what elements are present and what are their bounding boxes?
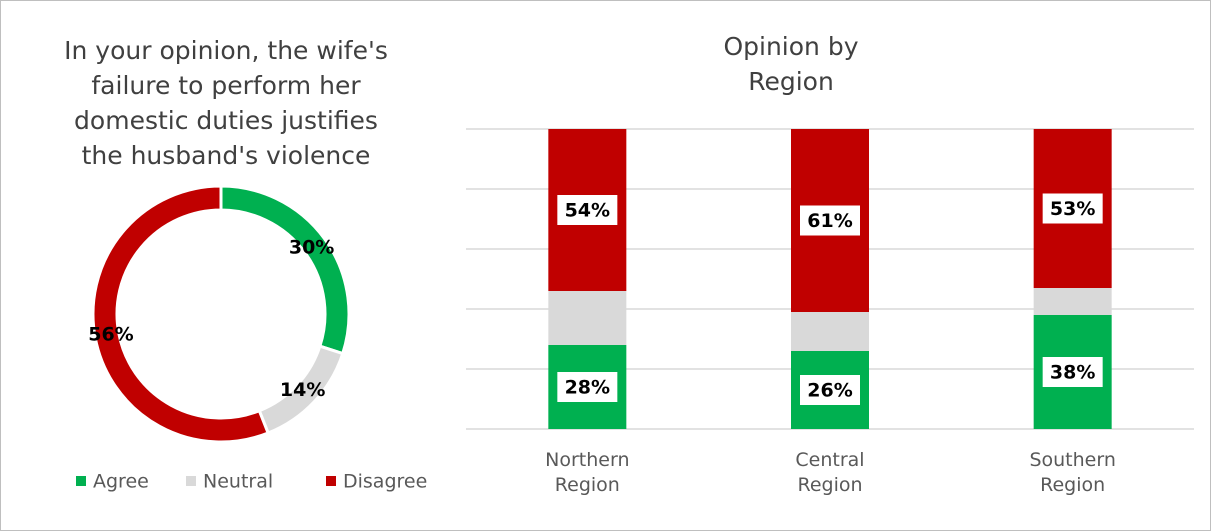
bar-title: Opinion by Region (723, 32, 859, 96)
data-label: 28% (565, 377, 610, 399)
legend-label: Disagree (343, 471, 427, 493)
bar-segment (548, 291, 627, 345)
label-box (557, 195, 618, 225)
label-box (557, 372, 618, 402)
legend-swatch (76, 476, 86, 486)
legend-label: Agree (93, 471, 149, 493)
legend-swatch (326, 476, 336, 486)
data-label: 14% (280, 379, 325, 401)
label-box (800, 375, 860, 405)
data-label: 26% (807, 380, 852, 402)
data-label: 54% (565, 200, 610, 222)
legend-swatch (186, 476, 196, 486)
x-tick-label: Southern Region (1029, 449, 1116, 496)
bar-segment (791, 312, 869, 351)
data-label: 56% (88, 323, 133, 345)
label-box (1042, 193, 1103, 224)
data-label: 61% (807, 210, 852, 232)
label-box (800, 205, 860, 236)
bar-segment (1033, 288, 1112, 315)
donut-slice (91, 184, 271, 444)
data-label: 53% (1050, 198, 1095, 220)
donut-slice (219, 184, 351, 356)
data-label: 30% (289, 237, 334, 259)
x-tick-label: Northern Region (545, 449, 630, 496)
data-label: 38% (1050, 362, 1095, 384)
donut-title: In your opinion, the wife's failure to p… (64, 36, 388, 170)
x-tick-label: Central Region (795, 449, 865, 496)
legend-label: Neutral (203, 471, 273, 493)
label-box (1042, 357, 1103, 387)
